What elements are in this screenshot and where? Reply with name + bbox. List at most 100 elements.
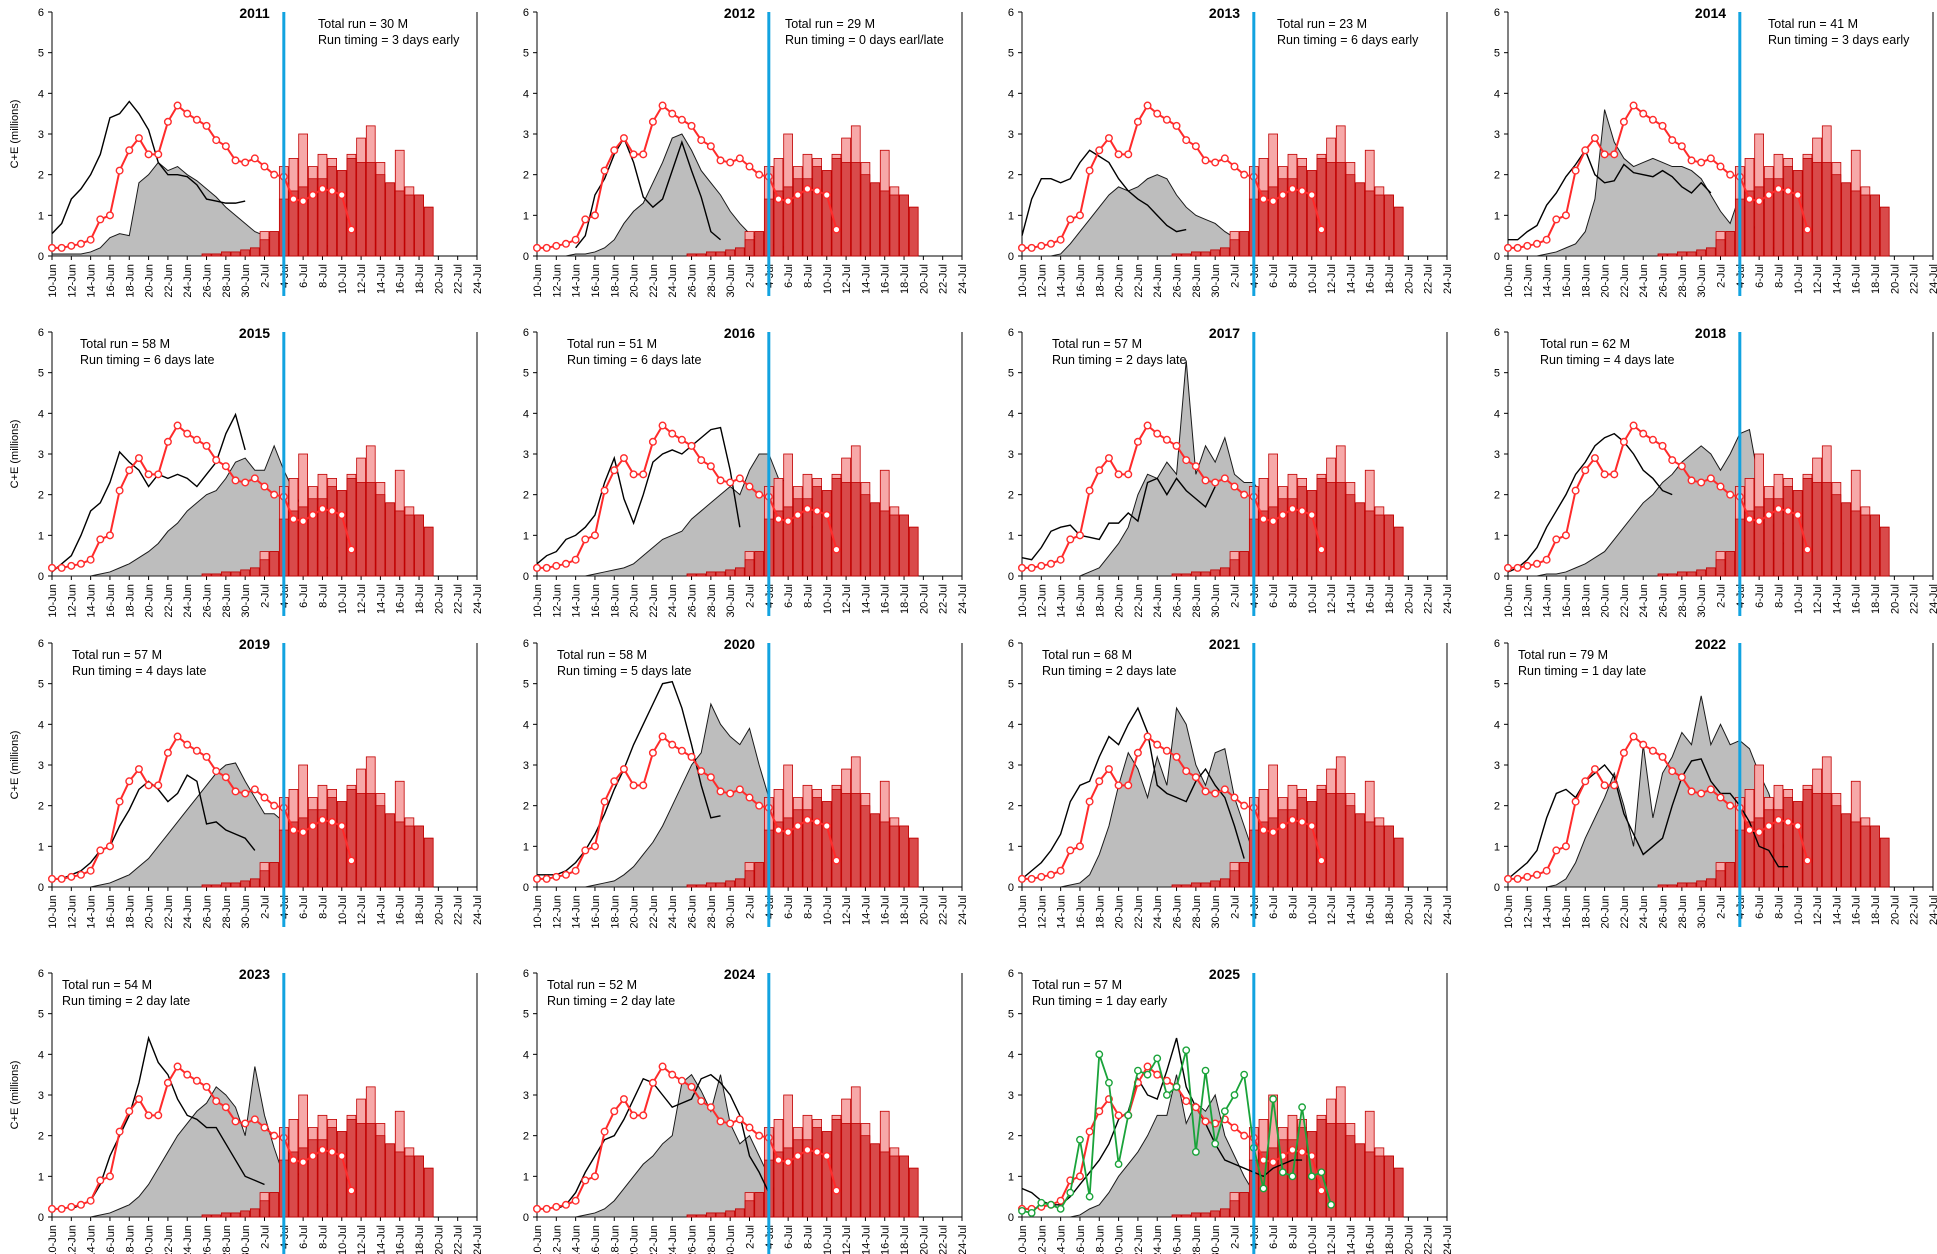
daily-bar bbox=[298, 186, 308, 257]
y-tick-label: 3 bbox=[1008, 760, 1014, 772]
y-tick-label: 0 bbox=[38, 1212, 44, 1224]
daily-bar bbox=[221, 571, 231, 577]
daily-bar bbox=[783, 817, 793, 888]
x-tick-label: 18-Jul bbox=[1384, 895, 1396, 925]
comparison-point bbox=[726, 789, 735, 798]
x-tick-label: 16-Jul bbox=[1365, 1225, 1377, 1254]
x-tick-label: 20-Jul bbox=[1889, 584, 1901, 614]
daily-bar bbox=[1860, 514, 1871, 577]
comparison-point bbox=[115, 797, 124, 806]
comparison-point bbox=[832, 856, 841, 865]
historical-area bbox=[1022, 706, 1283, 888]
x-tick-label: 14-Jun bbox=[571, 1225, 583, 1254]
y-tick-label: 0 bbox=[523, 251, 529, 263]
comparison-point bbox=[1639, 429, 1648, 438]
comparison-point bbox=[212, 456, 221, 465]
daily-bar bbox=[889, 825, 900, 888]
comparison-point bbox=[260, 482, 269, 491]
comparison-point bbox=[1532, 559, 1541, 568]
comparison-point bbox=[658, 101, 667, 110]
x-tick-label: 22-Jun bbox=[648, 584, 660, 618]
x-tick-label: 14-Jul bbox=[1831, 584, 1843, 614]
comparison-point bbox=[1793, 190, 1802, 199]
comparison-point bbox=[1124, 470, 1133, 479]
daily-bar bbox=[715, 1212, 726, 1218]
comparison-point bbox=[144, 1111, 153, 1120]
comparison-point bbox=[86, 866, 95, 875]
daily-bar bbox=[346, 477, 357, 577]
x-tick-label: 12-Jun bbox=[1036, 1225, 1048, 1254]
x-tick-label: 16-Jun bbox=[1075, 1225, 1087, 1254]
comparison-point bbox=[716, 1117, 725, 1126]
x-tick-label: 2-Jul bbox=[745, 264, 757, 288]
comparison-point bbox=[677, 115, 686, 124]
total-run-label: Total run = 68 M bbox=[1042, 648, 1132, 662]
green-point bbox=[1317, 1168, 1326, 1177]
x-tick-label: 20-Jul bbox=[918, 584, 930, 614]
y-tick-label: 0 bbox=[1008, 571, 1014, 583]
daily-bar bbox=[1239, 862, 1250, 888]
x-tick-label: 26-Jun bbox=[1172, 1225, 1184, 1254]
comparison-point bbox=[648, 437, 657, 446]
x-tick-label: 18-Jun bbox=[609, 1225, 621, 1254]
y-tick-label: 0 bbox=[1008, 1212, 1014, 1224]
green-point bbox=[1153, 1054, 1162, 1063]
daily-bar bbox=[327, 166, 337, 257]
daily-bar bbox=[298, 506, 308, 577]
comparison-point bbox=[590, 531, 599, 540]
panel-2013: 0 1 2 3 4 5 6 10-Jun 12-Jun 14-Jun 16-Jun 18-Jun 20-… bbox=[1008, 5, 1454, 298]
daily-bar bbox=[1677, 251, 1687, 257]
daily-bar bbox=[841, 482, 851, 577]
comparison-point bbox=[822, 822, 831, 831]
comparison-point bbox=[542, 1204, 551, 1213]
x-tick-label: 28-Jun bbox=[1191, 264, 1203, 298]
daily-bar bbox=[423, 526, 434, 577]
comparison-point bbox=[1075, 1172, 1084, 1181]
comparison-point bbox=[1191, 773, 1200, 782]
comparison-point bbox=[1269, 197, 1278, 206]
daily-bar bbox=[1715, 870, 1726, 888]
comparison-point bbox=[1629, 421, 1638, 430]
panel-2012: 0 1 2 3 4 5 6 10-Jun 12-Jun 14-Jun 16-Jun 18-Jun 20-… bbox=[523, 5, 969, 298]
x-tick-label: 24-Jun bbox=[667, 584, 679, 618]
comparison-point bbox=[1600, 470, 1609, 479]
comparison-point bbox=[1182, 136, 1191, 145]
comparison-point bbox=[774, 195, 783, 204]
comparison-point bbox=[1114, 781, 1123, 790]
comparison-point bbox=[793, 1151, 802, 1160]
daily-bar bbox=[1850, 190, 1861, 257]
x-tick-label: 24-Jul bbox=[1928, 264, 1937, 294]
x-tick-label: 12-Jun bbox=[551, 584, 563, 618]
comparison-point bbox=[1687, 156, 1696, 165]
daily-bar bbox=[230, 571, 241, 577]
daily-bar bbox=[850, 162, 861, 257]
panel-title: 2015 bbox=[239, 325, 270, 341]
daily-bar bbox=[1374, 514, 1385, 577]
x-tick-label: 24-Jun bbox=[667, 1225, 679, 1254]
x-tick-label: 24-Jul bbox=[957, 895, 969, 925]
comparison-point bbox=[581, 535, 590, 544]
run-timing-label: Run timing = 4 days late bbox=[1540, 353, 1674, 367]
x-tick-label: 30-Jun bbox=[725, 264, 737, 298]
x-tick-label: 20-Jul bbox=[433, 264, 445, 294]
panel-title: 2011 bbox=[239, 5, 270, 21]
comparison-point bbox=[1571, 797, 1580, 806]
y-tick-label: 2 bbox=[1008, 490, 1014, 502]
daily-bar bbox=[1306, 170, 1317, 257]
x-tick-label: 8-Jul bbox=[802, 895, 814, 919]
y-tick-label: 0 bbox=[1494, 571, 1500, 583]
daily-bar bbox=[1364, 510, 1375, 577]
comparison-point bbox=[1027, 563, 1036, 572]
x-tick-label: 6-Jul bbox=[783, 1225, 795, 1249]
comparison-point bbox=[1298, 1147, 1307, 1156]
daily-bar bbox=[1326, 482, 1336, 577]
daily-bar bbox=[908, 206, 919, 257]
x-tick-label: 16-Jul bbox=[1365, 895, 1377, 925]
comparison-point bbox=[192, 115, 201, 124]
daily-bar bbox=[211, 1214, 222, 1218]
x-tick-label: 10-Jun bbox=[47, 584, 59, 618]
comparison-point bbox=[1317, 545, 1326, 554]
comparison-point bbox=[134, 765, 143, 774]
daily-bar bbox=[1783, 486, 1793, 577]
daily-bar bbox=[792, 809, 803, 888]
